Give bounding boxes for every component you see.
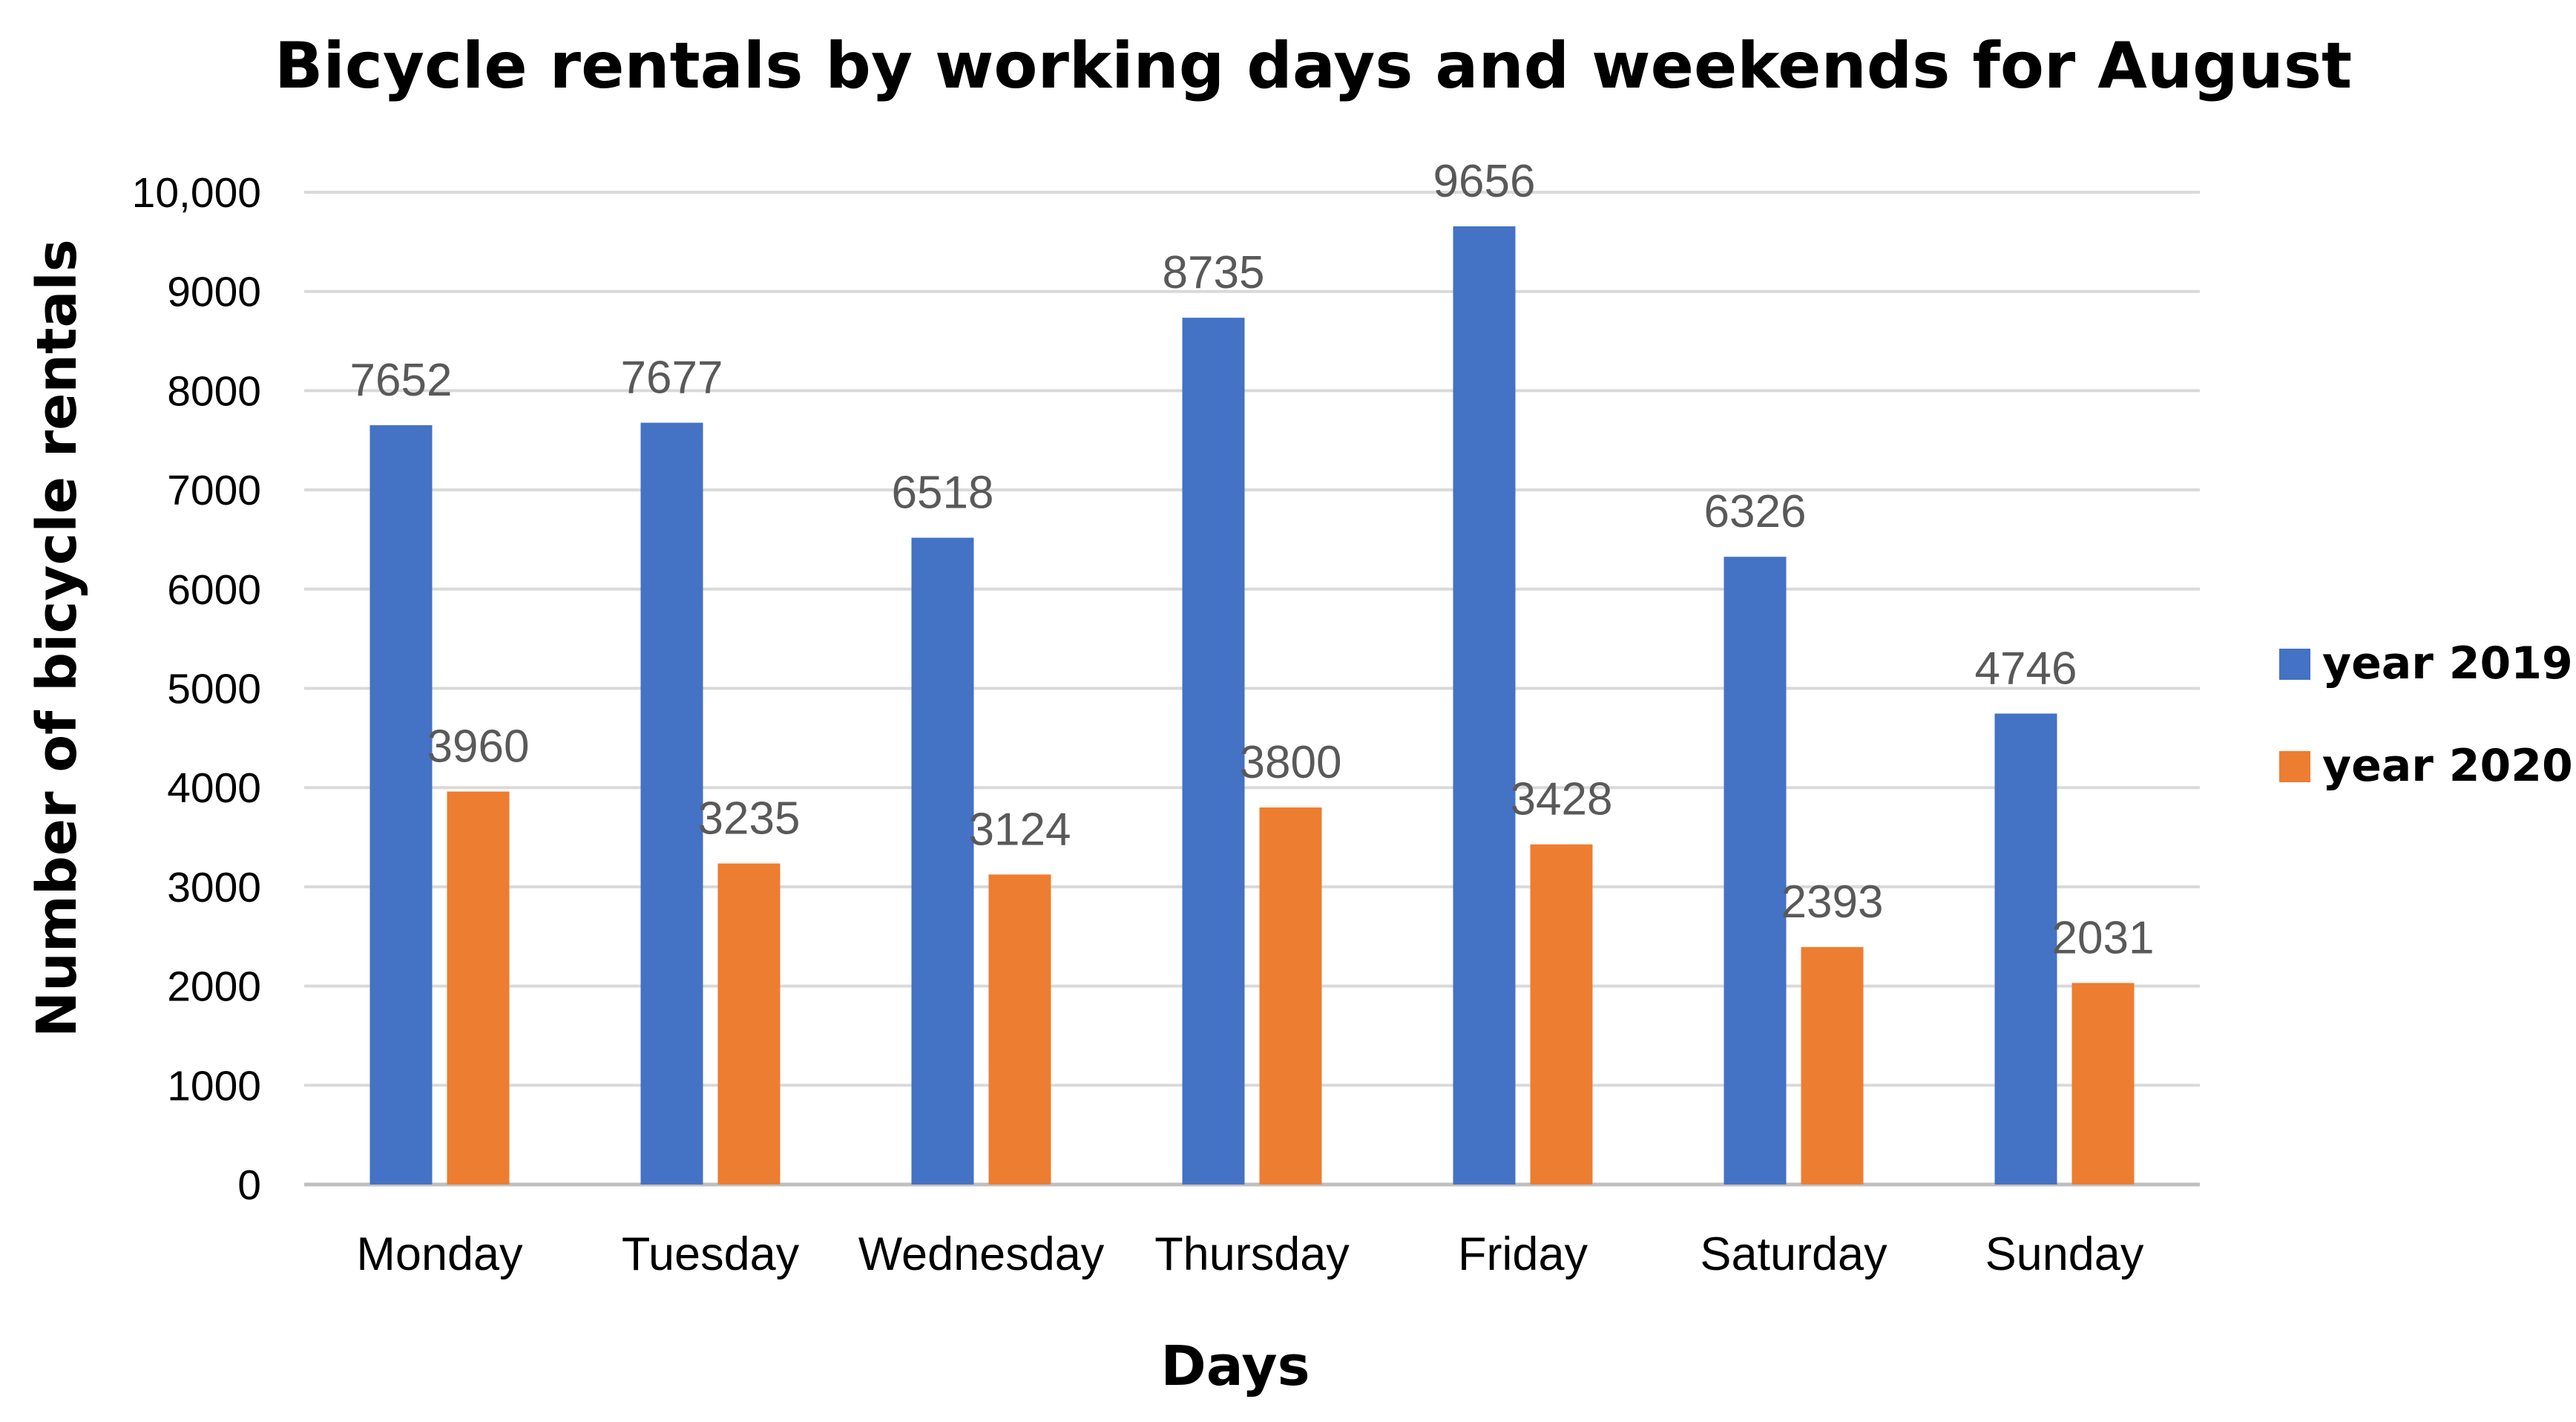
y-tick-label: 7000 (167, 467, 261, 514)
bar-year-2019-wednesday (911, 537, 974, 1185)
data-label: 6518 (892, 468, 994, 519)
y-tick-label: 4000 (167, 764, 261, 812)
x-category-label: Wednesday (858, 1228, 1105, 1280)
bar-year-2019-tuesday (640, 422, 703, 1185)
y-tick-label: 10,000 (132, 169, 261, 217)
legend-swatch (2279, 649, 2310, 680)
data-label: 3235 (698, 793, 801, 844)
data-label: 3428 (1511, 774, 1613, 825)
y-tick-label: 1000 (167, 1062, 261, 1110)
x-category-label: Thursday (1154, 1228, 1350, 1280)
bar-year-2020-friday (1530, 844, 1593, 1185)
bar-year-2019-thursday (1182, 318, 1245, 1185)
data-label: 3960 (427, 721, 530, 773)
data-label: 7652 (350, 355, 453, 406)
x-category-label: Friday (1458, 1228, 1588, 1280)
bar-year-2020-monday (447, 791, 510, 1185)
data-labels: 7652 3960 7677 3235 6518 3124 8735 3800 9656 3428… (350, 156, 2155, 963)
data-label: 7677 (621, 353, 723, 404)
y-tick-label: 8000 (167, 367, 261, 415)
x-category-label: Saturday (1700, 1228, 1887, 1280)
legend-swatch (2279, 751, 2310, 782)
y-tick-label: 9000 (167, 269, 261, 316)
data-label: 9656 (1433, 156, 1536, 207)
bar-year-2019-sunday (1994, 713, 2057, 1185)
y-tick-label: 0 (237, 1161, 261, 1209)
y-tick-label: 6000 (167, 566, 261, 614)
x-axis-categories: Monday Tuesday Wednesday Thursday Friday Satu… (356, 1228, 2143, 1280)
legend-label: year 2019 (2322, 638, 2573, 689)
bar-year-2020-tuesday (717, 863, 781, 1185)
bar-year-2019-friday (1453, 226, 1516, 1185)
y-axis-title: Number of bicycle rentals (25, 239, 89, 1038)
data-label: 8735 (1163, 247, 1265, 298)
data-label: 4746 (1975, 643, 2077, 694)
x-category-label: Monday (356, 1228, 523, 1280)
bar-year-2020-thursday (1259, 807, 1322, 1185)
y-tick-label: 2000 (167, 963, 261, 1011)
y-tick-label: 3000 (167, 864, 261, 911)
x-category-label: Sunday (1985, 1228, 2144, 1280)
bars (369, 226, 2135, 1185)
legend: year 2019 year 2020 (2279, 638, 2573, 792)
data-label: 2393 (1781, 877, 1884, 928)
bar-year-2020-saturday (1801, 947, 1864, 1185)
data-label: 2031 (2052, 912, 2155, 963)
data-label: 3124 (969, 804, 1071, 855)
bar-year-2019-saturday (1724, 557, 1787, 1185)
y-axis-ticks: 0 1000 2000 3000 4000 5000 6000 7000 8000 9000 10,… (132, 169, 261, 1209)
y-tick-label: 5000 (167, 666, 261, 713)
chart-title: Bicycle rentals by working days and week… (275, 29, 2352, 103)
data-label: 3800 (1240, 737, 1342, 788)
bar-year-2020-sunday (2071, 983, 2135, 1185)
bar-year-2019-monday (369, 425, 433, 1185)
legend-label: year 2020 (2322, 740, 2573, 792)
x-axis-title: Days (1160, 1334, 1310, 1398)
bar-year-2020-wednesday (988, 874, 1051, 1185)
x-category-label: Tuesday (622, 1228, 800, 1280)
gridlines (304, 191, 2200, 1187)
data-label: 6326 (1704, 486, 1807, 537)
